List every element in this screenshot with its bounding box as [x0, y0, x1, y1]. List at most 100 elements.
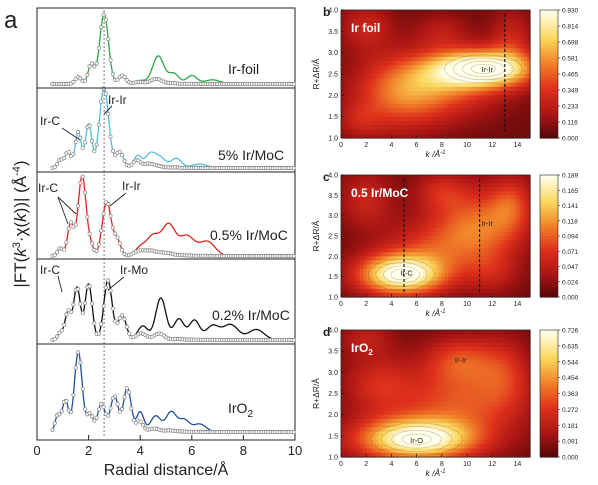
heatmap-annotation: Ir-Ir	[481, 219, 493, 228]
heatmap-title: 0.5 Ir/MoC	[351, 186, 409, 200]
colorbar-tick-label: 0.233	[562, 104, 579, 111]
colorbar-tick-label: 0.454	[562, 375, 579, 382]
x-tick-label: 4	[389, 142, 393, 149]
fit-point	[291, 253, 297, 259]
colorbar-tick-label: 0.349	[562, 88, 579, 95]
colorbar-tick-label: 0.116	[562, 120, 578, 127]
panel-c: c Ir-C Ir-Ir 0.5 Ir/MoC 0 2 4 6 8 10 12 14 1.0 1.5 2.0…	[311, 170, 579, 318]
trace-name-label: 5% Ir/MoC	[218, 147, 284, 163]
fit-point	[54, 334, 60, 339]
x-tick-label: 12	[488, 142, 496, 149]
fit-point	[75, 203, 81, 208]
colorbar-tick-label: 0.165	[562, 188, 579, 195]
fit-point	[82, 78, 88, 83]
heatmap-cells	[341, 175, 531, 298]
fit-point	[120, 406, 125, 412]
fit-trace	[50, 174, 297, 259]
fit-point	[92, 418, 97, 423]
colorbar-tick-label: 0.363	[562, 391, 579, 398]
annotation-arrow	[61, 127, 81, 141]
panel-a-x-axis-label: Radial distance/Å	[104, 460, 229, 479]
fit-trace	[50, 12, 297, 87]
fit-point	[64, 398, 69, 404]
heatmap-x-axis-label: k /Å-1	[426, 149, 446, 159]
heatmap-ticks: 0 2 4 6 8 10 12 14 1.0 1.5 2.0 2.5 3.0 3.5 4.0	[328, 328, 521, 469]
fit-point	[117, 149, 122, 154]
trace-name-label: 0.2% Ir/MoC	[212, 307, 290, 323]
trace-name-label: IrO2	[228, 400, 253, 420]
fit-point	[103, 285, 109, 290]
contour-lines	[367, 258, 436, 291]
fit-point	[78, 76, 83, 81]
peak-annotation: Ir-Ir	[108, 93, 127, 107]
heatmap-y-axis-label: R+ΔR/Å	[311, 58, 321, 89]
x-tick-label: 14	[514, 301, 522, 308]
heatmap-annotation: Ir-Ir	[481, 65, 493, 74]
fit-point	[69, 309, 74, 315]
annotation-arrow	[57, 196, 69, 225]
fit-point	[61, 156, 67, 161]
peak-annotations: Ir-Ir Ir-C Ir-C Ir-Ir Ir-C Ir-Mo	[38, 93, 148, 293]
fit-point	[82, 407, 88, 412]
contour-lines	[444, 54, 523, 84]
fit-point	[87, 231, 92, 236]
fourier-transform-traces	[50, 12, 297, 435]
fit-point	[92, 149, 97, 154]
x-tick-label: 6	[415, 461, 419, 468]
panel-a-y-axis-label: |FT(k3·χ(k))| (Å-4)	[11, 160, 30, 287]
colorbar-tick-label: 0.071	[562, 249, 579, 256]
fit-point	[92, 64, 97, 69]
fit-point	[57, 412, 62, 417]
colorbar-tick-label: 0.544	[562, 359, 579, 366]
fit-point	[73, 365, 78, 370]
fit-trace	[50, 86, 297, 171]
fit-trace	[50, 350, 297, 435]
x-tick-label: 10	[288, 443, 302, 458]
colorbar-tick-label: 0.047	[562, 264, 579, 271]
fit-trace	[50, 278, 297, 343]
y-tick-label: 1.5	[328, 114, 338, 121]
y-tick-label: 1.0	[328, 295, 338, 302]
colorbar: 0.930 0.814 0.698 0.581 0.465 0.349 0.233 0.116…	[539, 8, 579, 143]
colorbar-tick-label: 0.698	[562, 40, 579, 47]
fit-point	[89, 414, 95, 419]
fit-point	[82, 300, 88, 306]
x-tick-label: 10	[463, 142, 471, 149]
y-tick-label: 2.0	[328, 412, 338, 419]
fit-point	[108, 134, 113, 139]
annotation-arrow	[57, 275, 63, 293]
y-tick-label: 3.5	[328, 193, 338, 200]
heatmap-y-axis-label: R+ΔR/Å	[311, 220, 321, 251]
fit-point	[122, 316, 127, 322]
panel-label: b	[323, 5, 330, 19]
trace-names: Ir-foil 5% Ir/MoC 0.5% Ir/MoC 0.2% Ir/MoC Ir…	[210, 61, 290, 420]
fit-point	[89, 138, 95, 143]
heatmap-cells	[341, 10, 531, 139]
fit-point	[73, 222, 78, 227]
fit-point	[131, 418, 136, 423]
colorbar-tick-label: 0.024	[562, 279, 579, 286]
fit-point	[96, 407, 102, 412]
y-tick-label: 3.0	[328, 213, 338, 220]
fit-point	[96, 45, 102, 51]
y-tick-label: 2.0	[328, 93, 338, 100]
fit-point	[69, 220, 74, 225]
y-tick-label: 1.0	[328, 455, 338, 462]
fit-point	[291, 429, 297, 435]
fit-point	[108, 288, 113, 293]
fit-point	[75, 129, 81, 134]
heatmap-ticks: 0 2 4 6 8 10 12 14 1.0 1.5 2.0 2.5 3.0 3.5 4.0	[328, 8, 521, 150]
x-tick-label: 8	[440, 461, 444, 468]
colorbar-tick-label: 0.189	[562, 173, 579, 180]
fit-point	[101, 304, 106, 309]
panel-a-x-ticks: 0 2 4 6 8 10	[33, 435, 302, 458]
y-tick-label: 2.0	[328, 254, 338, 261]
peak-annotation: Ir-C	[40, 114, 60, 128]
fit-point	[69, 409, 74, 415]
fit-point	[94, 142, 99, 147]
fit-point	[129, 406, 134, 411]
fit-point	[122, 75, 127, 80]
fit-point	[57, 330, 62, 335]
fit-point	[78, 301, 83, 307]
